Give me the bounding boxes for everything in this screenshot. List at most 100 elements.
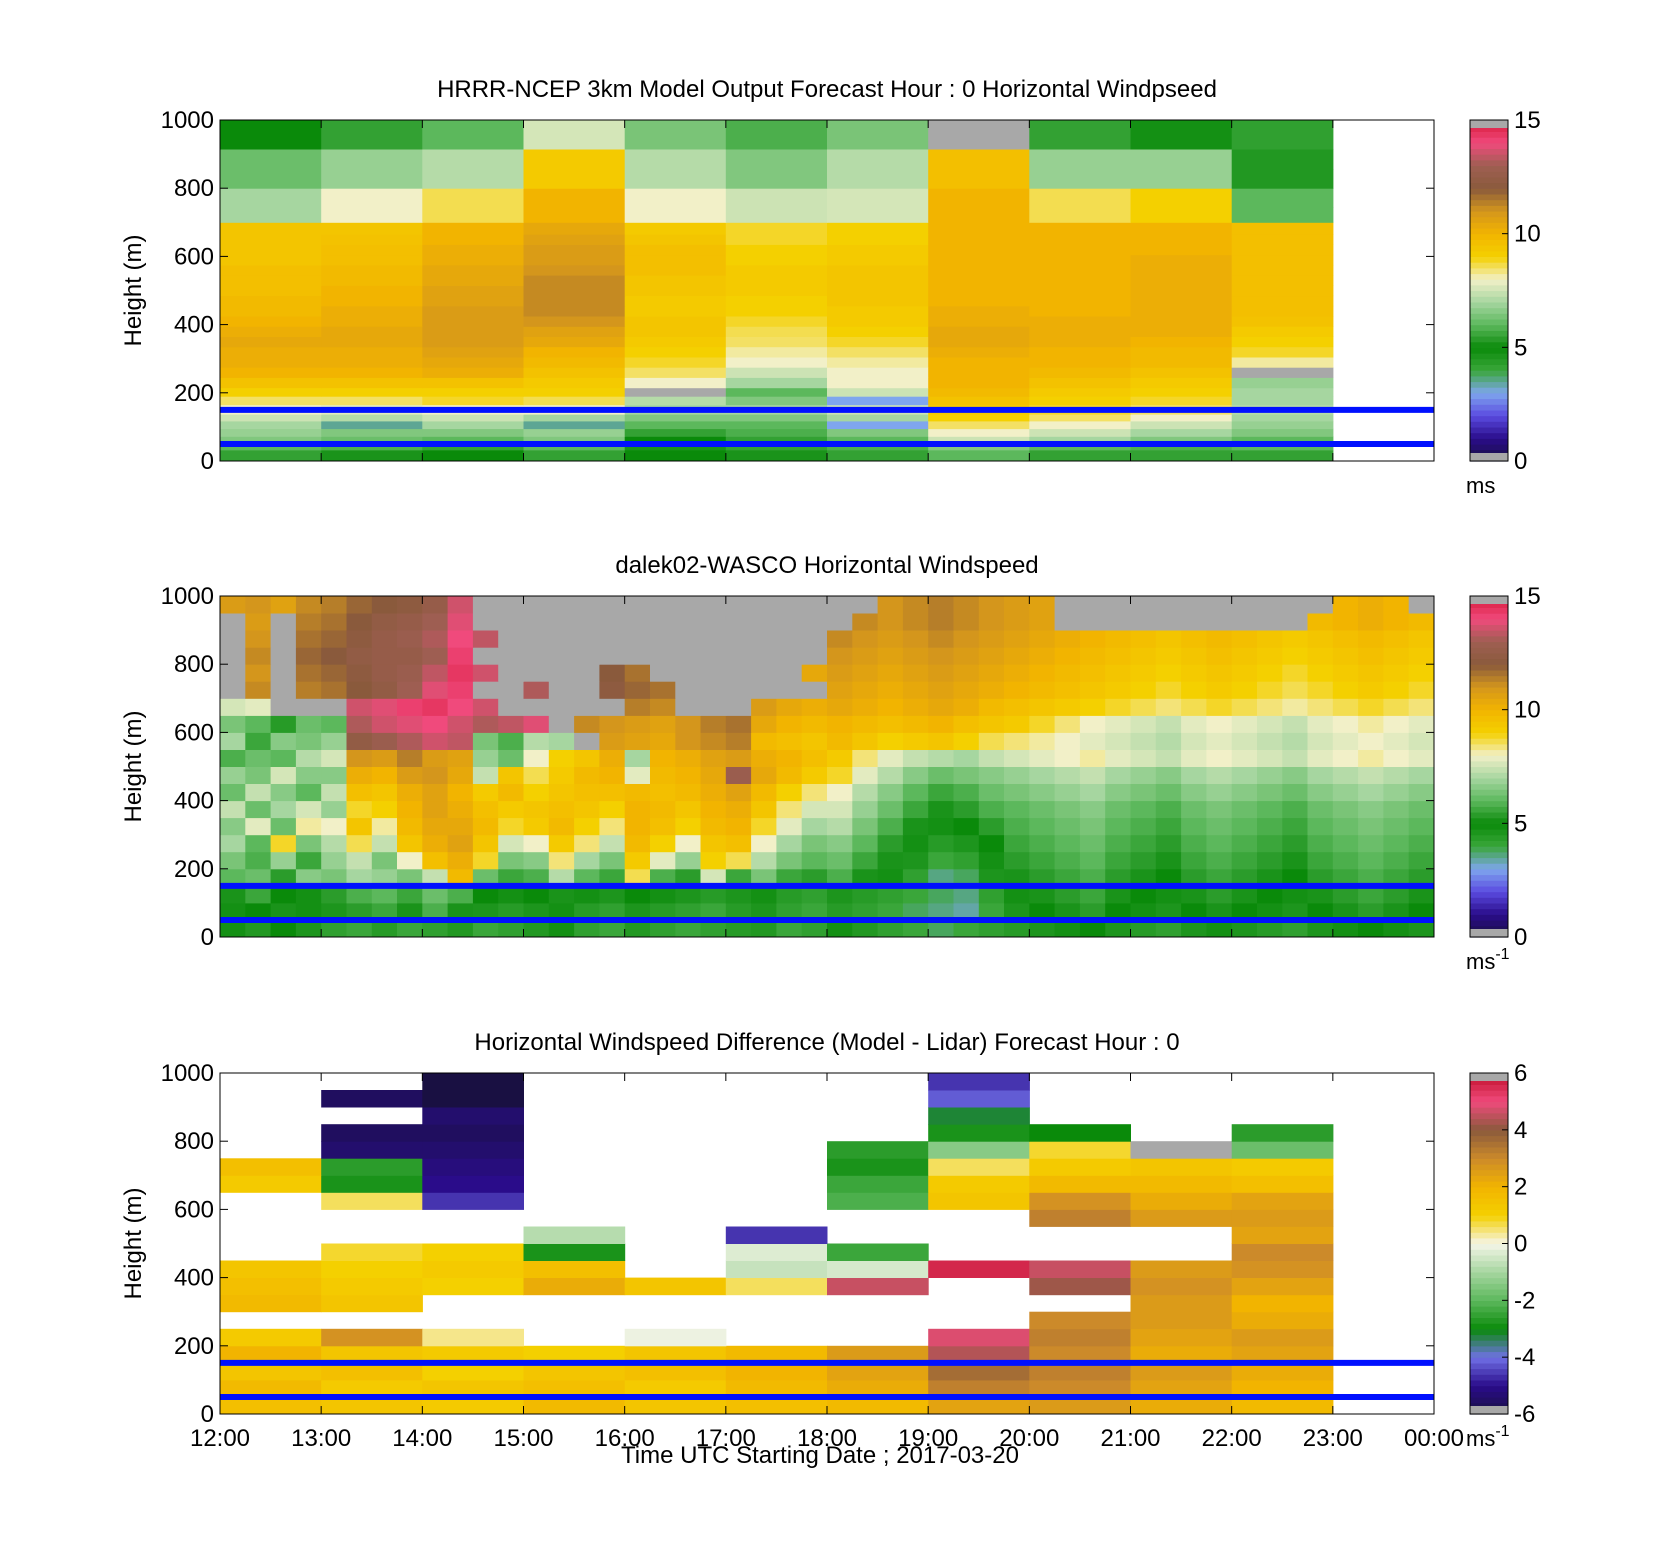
heatmap-cell bbox=[1105, 732, 1131, 750]
heatmap-cell bbox=[422, 1107, 524, 1125]
heatmap-cell bbox=[321, 1192, 423, 1210]
heatmap-cell bbox=[295, 664, 322, 682]
heatmap-cell bbox=[1029, 885, 1056, 904]
heatmap-cell bbox=[321, 449, 423, 462]
heatmap-cell bbox=[548, 783, 575, 802]
heatmap-cell bbox=[422, 149, 524, 170]
heatmap-cell bbox=[624, 169, 727, 189]
heatmap-cell bbox=[1130, 596, 1157, 614]
heatmap-cell bbox=[1130, 732, 1157, 750]
heatmap-cell bbox=[295, 630, 322, 648]
heatmap-cell bbox=[1332, 851, 1359, 870]
heatmap-cell bbox=[1029, 851, 1056, 870]
heatmap-cell bbox=[1054, 783, 1081, 802]
heatmap-cell bbox=[1054, 715, 1081, 733]
heatmap-cell bbox=[523, 698, 550, 716]
heatmap-cell bbox=[447, 613, 474, 631]
heatmap-cell bbox=[1332, 664, 1359, 682]
heatmap-cell bbox=[599, 732, 626, 750]
heatmap-cell bbox=[1130, 817, 1157, 836]
colorbar-segment bbox=[1470, 426, 1508, 434]
heatmap-cell bbox=[675, 732, 702, 750]
heatmap-cell bbox=[700, 596, 727, 614]
heatmap-cell bbox=[751, 647, 777, 665]
heatmap-cell bbox=[447, 681, 474, 699]
heatmap-cell bbox=[725, 387, 828, 397]
heatmap-cell bbox=[220, 664, 246, 682]
heatmap-cell bbox=[1130, 295, 1233, 307]
heatmap-cell bbox=[599, 715, 626, 733]
heatmap-cell bbox=[371, 885, 398, 904]
heatmap-cell bbox=[1155, 868, 1182, 887]
heatmap-cell bbox=[1383, 834, 1410, 853]
heatmap-cell bbox=[295, 834, 322, 853]
colorbar-segment bbox=[1470, 726, 1508, 733]
heatmap-cell bbox=[245, 920, 272, 938]
heatmap-cell bbox=[523, 902, 550, 921]
heatmap-cell bbox=[1408, 732, 1435, 750]
heatmap-cell bbox=[751, 817, 777, 836]
colorbar-segment bbox=[1470, 1135, 1508, 1142]
colorbar-segment bbox=[1470, 443, 1508, 451]
heatmap-cell bbox=[902, 766, 929, 784]
heatmap-cell bbox=[321, 1397, 423, 1415]
heatmap-cell bbox=[422, 1362, 524, 1381]
x-tick-label: 15:00 bbox=[493, 1425, 553, 1452]
heatmap-cells bbox=[220, 596, 1435, 938]
heatmap-cell bbox=[422, 254, 524, 266]
heatmap-cell bbox=[220, 732, 246, 750]
heatmap-cell bbox=[1332, 920, 1359, 938]
heatmap-cell bbox=[371, 902, 398, 921]
heatmap-cell bbox=[1130, 885, 1157, 904]
heatmap-cell bbox=[447, 834, 474, 853]
heatmap-cell bbox=[852, 817, 879, 836]
heatmap-cell bbox=[1282, 766, 1309, 784]
heatmap-cell bbox=[1257, 698, 1283, 716]
heatmap-cell bbox=[422, 346, 524, 358]
y-tick-label: 600 bbox=[174, 1196, 214, 1223]
colorbar-segment bbox=[1470, 1152, 1508, 1159]
heatmap-cell bbox=[827, 647, 853, 665]
colorbar-segment bbox=[1470, 823, 1508, 830]
heatmap-cell bbox=[827, 428, 929, 437]
heatmap-cell bbox=[321, 316, 423, 327]
heatmap-cell bbox=[1282, 800, 1309, 819]
heatmap-cell bbox=[1231, 664, 1258, 682]
heatmap-cell bbox=[422, 1260, 524, 1278]
x-tick-label: 23:00 bbox=[1303, 1425, 1363, 1452]
heatmap-cell bbox=[1257, 868, 1283, 887]
colorbar-segment bbox=[1470, 1323, 1508, 1330]
colorbar-segment bbox=[1470, 760, 1508, 768]
heatmap-cell bbox=[295, 681, 322, 699]
heatmap-cell bbox=[371, 868, 398, 887]
heatmap-cell bbox=[523, 851, 550, 870]
heatmap-cell bbox=[1105, 664, 1131, 682]
heatmap-cell bbox=[1130, 851, 1157, 870]
heatmap-cell bbox=[624, 834, 651, 853]
heatmap-cell bbox=[928, 346, 1030, 358]
heatmap-cell bbox=[1130, 275, 1233, 286]
heatmap-cell bbox=[624, 336, 727, 348]
heatmap-cell bbox=[220, 630, 246, 648]
heatmap-cell bbox=[624, 1328, 727, 1347]
heatmap-cell bbox=[700, 920, 727, 938]
heatmap-cell bbox=[1155, 920, 1182, 938]
heatmap-cell bbox=[1332, 834, 1359, 853]
heatmap-cell bbox=[1029, 420, 1131, 430]
heatmap-cell bbox=[397, 783, 423, 802]
heatmap-cell bbox=[650, 920, 676, 938]
heatmap-cell bbox=[220, 449, 322, 462]
heatmap-cell bbox=[1130, 428, 1233, 437]
heatmap-cell bbox=[245, 868, 272, 887]
heatmap-cell bbox=[751, 613, 777, 631]
heatmap-cell bbox=[1181, 834, 1207, 853]
heatmap-cell bbox=[928, 336, 1030, 348]
heatmap-cell bbox=[1029, 1397, 1131, 1415]
heatmap-cell bbox=[397, 851, 423, 870]
colorbar-segment bbox=[1470, 1124, 1508, 1131]
heatmap-cell bbox=[397, 732, 423, 750]
y-tick-label: 400 bbox=[174, 312, 214, 339]
heatmap-cell bbox=[422, 1158, 524, 1176]
heatmap-cell bbox=[523, 285, 626, 297]
heatmap-cell bbox=[978, 885, 1005, 904]
